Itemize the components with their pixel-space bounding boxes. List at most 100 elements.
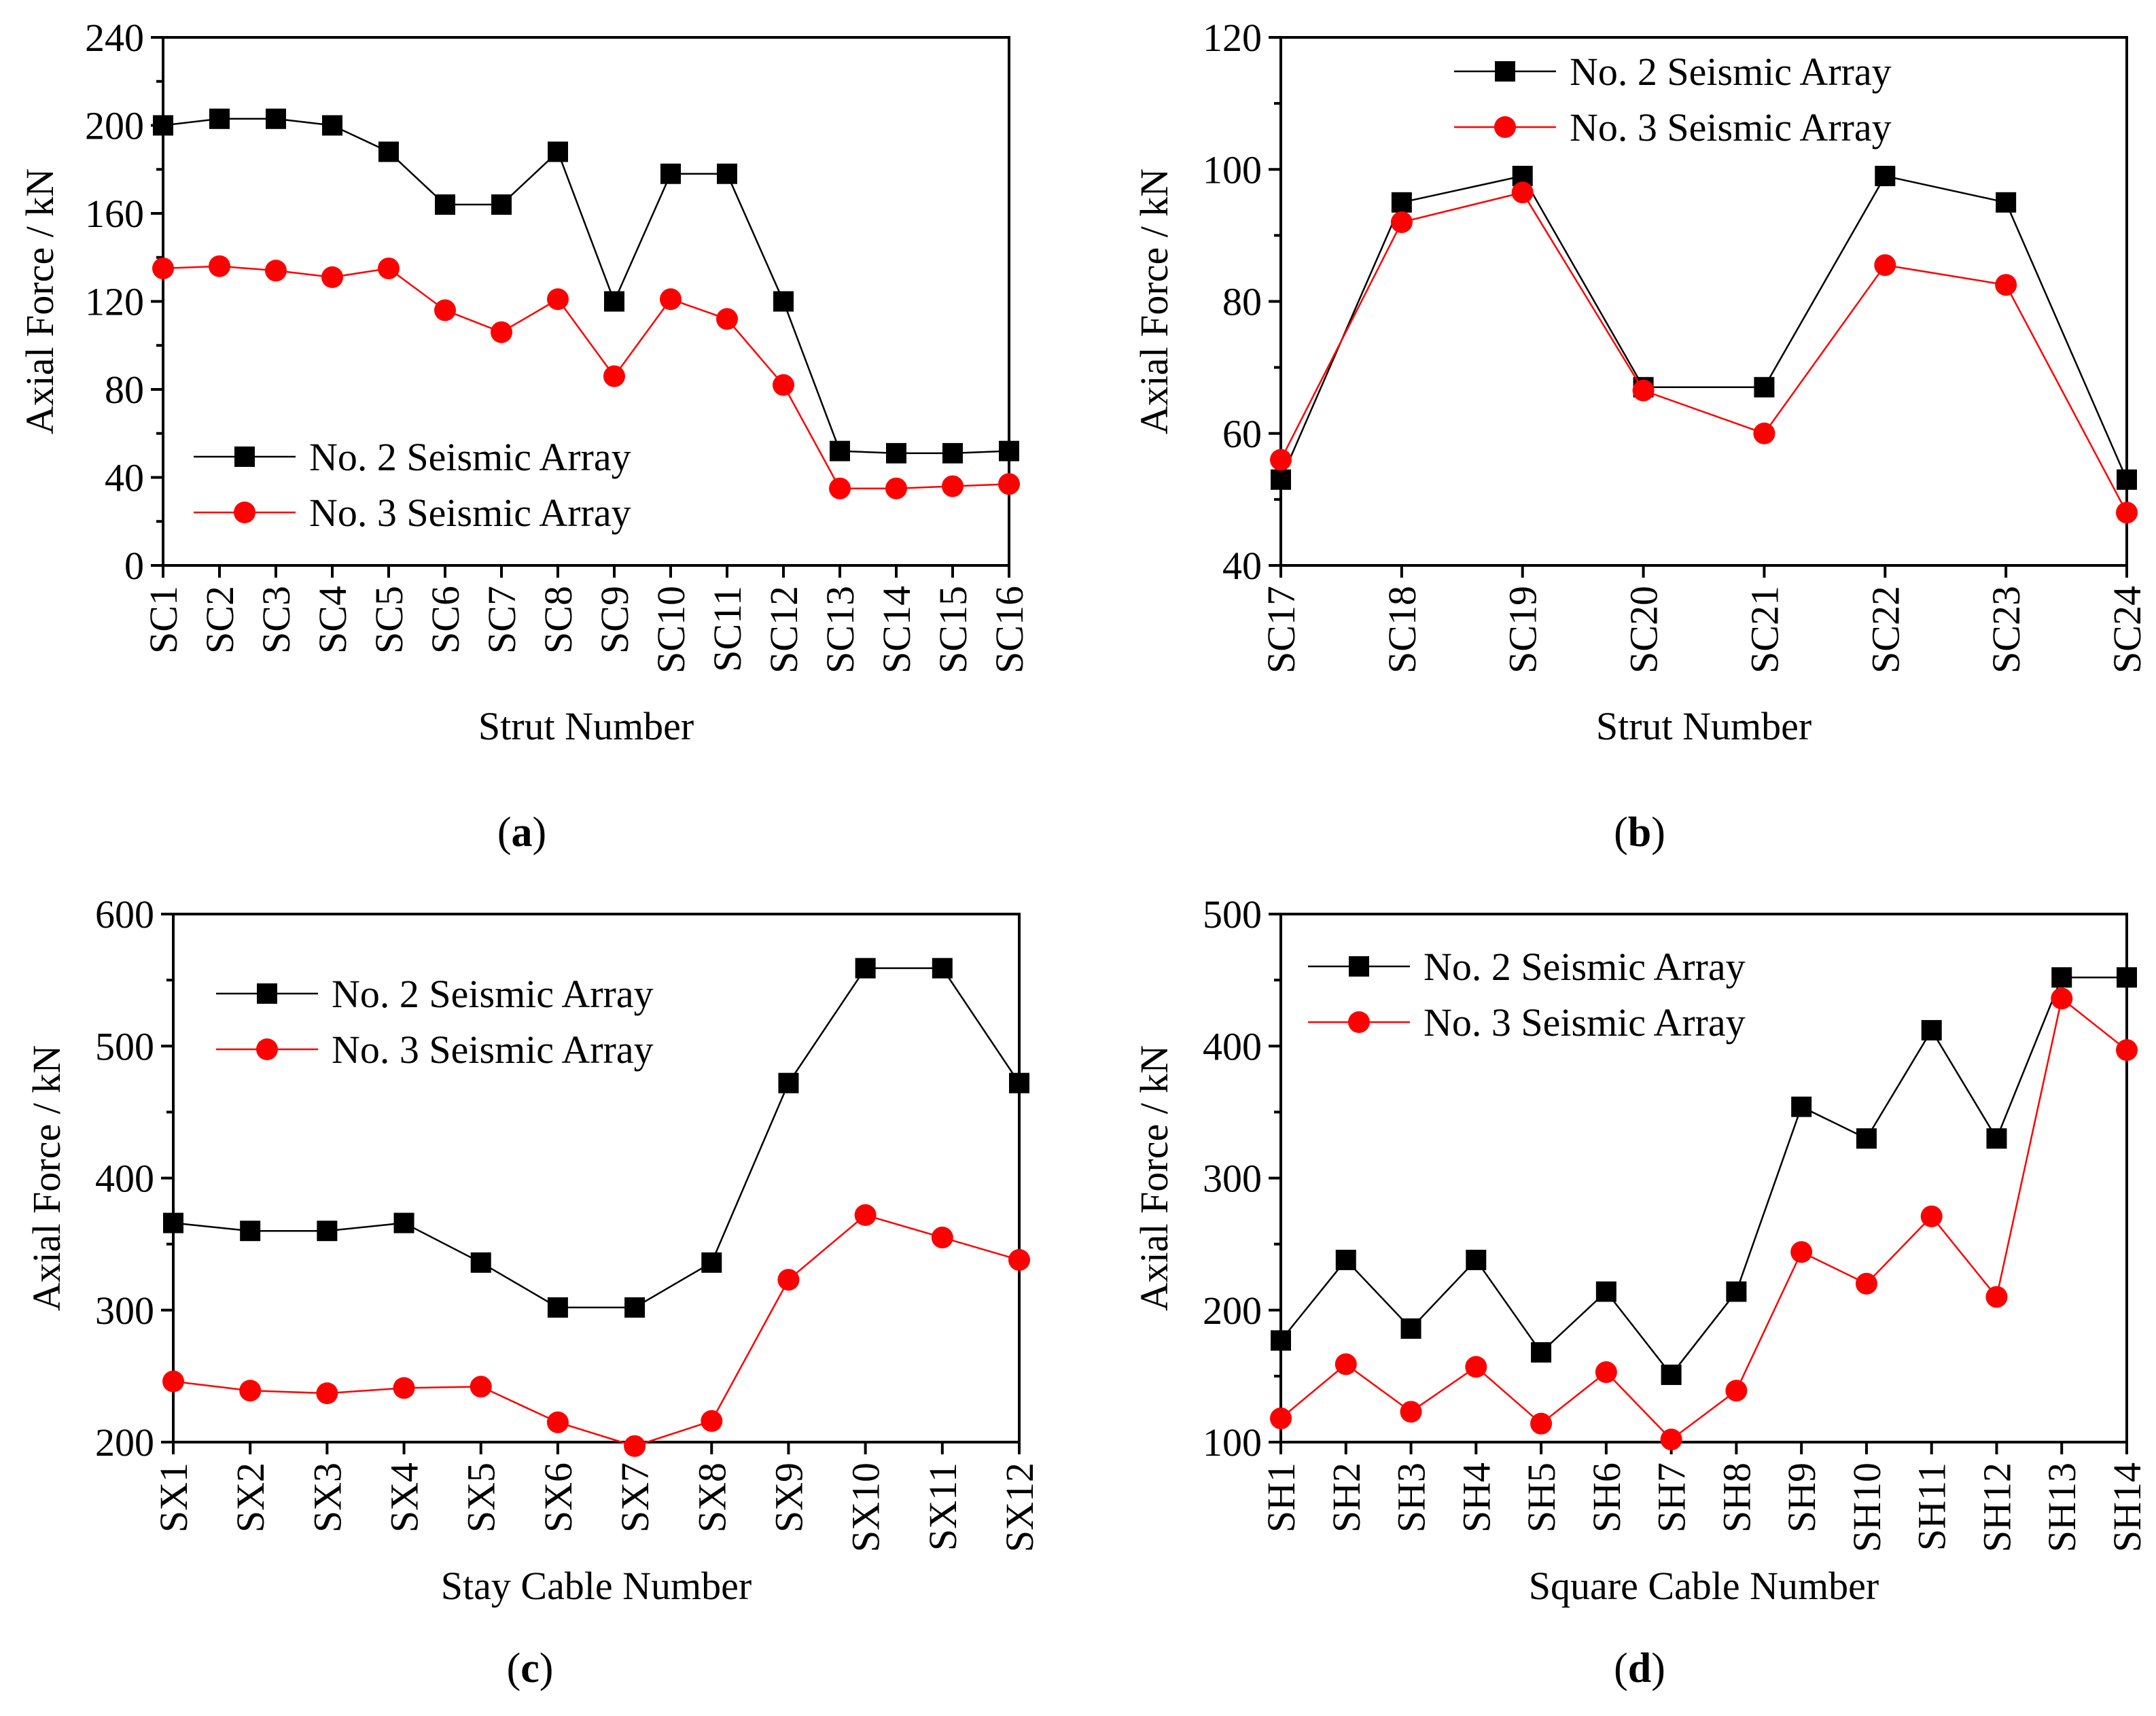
- data-point: [603, 365, 625, 387]
- x-tick-label: SC1: [141, 586, 185, 654]
- x-tick-label: SC6: [423, 586, 467, 654]
- data-point: [886, 442, 906, 463]
- chart-panel-a: 0 40 80 120 160 200 240 SC1 SC2 SC3 SC4 SC5 SC6 SC7 SC…: [18, 16, 1031, 856]
- series-line: [162, 265, 1010, 489]
- data-point: [777, 1269, 800, 1291]
- legend-entry: No. 2 Seismic Array: [1308, 945, 1746, 989]
- y-axis-title: Axial Force / kN: [24, 1045, 69, 1311]
- legend-marker: [256, 1038, 278, 1060]
- data-point: [854, 1204, 877, 1226]
- data-point: [1996, 192, 2017, 213]
- legend-label: No. 3 Seismic Array: [309, 491, 631, 535]
- x-tick-label: SH12: [1975, 1463, 2019, 1552]
- data-point: [546, 1411, 569, 1433]
- x-axis-title: Stay Cable Number: [441, 1564, 752, 1608]
- x-tick-label: SH8: [1714, 1463, 1759, 1533]
- data-point: [2117, 967, 2137, 988]
- x-tick-label: SH9: [1780, 1463, 1824, 1533]
- x-tick-label: SX2: [228, 1463, 272, 1533]
- data-point: [1270, 1407, 1292, 1430]
- series-no2-seismic-array: [1271, 967, 2137, 1385]
- data-point: [855, 958, 876, 979]
- data-point: [1985, 1286, 2008, 1308]
- x-tick-label: SC14: [874, 586, 919, 673]
- y-tick-label: 500: [95, 1024, 154, 1068]
- data-point: [942, 475, 964, 497]
- x-tick-label: SC3: [254, 586, 298, 654]
- y-tick-label: 200: [85, 104, 144, 148]
- panel-label-paren: (: [497, 809, 512, 856]
- data-point: [2051, 967, 2072, 988]
- legend-marker: [1348, 1011, 1370, 1033]
- x-tick-label: SC18: [1380, 586, 1424, 673]
- data-point: [152, 257, 174, 279]
- panel-label: (b): [1614, 809, 1665, 856]
- legend-label: No. 3 Seismic Array: [1424, 1000, 1746, 1045]
- x-tick-label: SH1: [1259, 1463, 1303, 1533]
- x-tick-label: SH6: [1585, 1463, 1629, 1533]
- y-tick-label: 120: [85, 280, 144, 324]
- legend-entry: No. 2 Seismic Array: [216, 972, 654, 1016]
- x-tick-label: SX12: [997, 1463, 1042, 1552]
- y-tick-label: 100: [1203, 147, 1262, 192]
- data-point: [316, 1382, 338, 1405]
- y-tick-label: 200: [95, 1420, 154, 1465]
- x-tick-label: SC11: [705, 586, 749, 672]
- data-point: [1530, 1412, 1553, 1435]
- y-tick-label: 40: [1222, 544, 1262, 588]
- x-tick-label: SH5: [1519, 1463, 1563, 1533]
- x-tick-label: SC16: [987, 586, 1031, 673]
- data-point: [547, 1297, 568, 1318]
- data-point: [393, 1212, 414, 1233]
- data-point: [1753, 422, 1775, 444]
- y-axis-title: Axial Force / kN: [1132, 1045, 1176, 1311]
- panel-label: (d): [1614, 1645, 1665, 1692]
- y-tick-label: 400: [1203, 1024, 1262, 1068]
- legend-marker: [1349, 956, 1369, 977]
- x-tick-label: SX8: [690, 1463, 734, 1533]
- data-point: [1511, 181, 1534, 204]
- x-tick-label: SH4: [1454, 1463, 1498, 1533]
- data-point: [604, 291, 624, 312]
- legend-entry: No. 3 Seismic Array: [1454, 105, 1892, 150]
- panel-label-letter: a: [512, 809, 533, 856]
- data-point: [322, 115, 342, 136]
- y-tick-label: 80: [1222, 280, 1262, 324]
- legend-marker: [1495, 61, 1515, 82]
- x-tick-label: SX3: [305, 1463, 349, 1533]
- x-tick-label: SC4: [311, 586, 355, 654]
- data-point: [434, 299, 456, 321]
- data-point: [435, 194, 455, 215]
- y-tick-label: 300: [95, 1289, 154, 1333]
- legend-entry: No. 3 Seismic Array: [216, 1028, 654, 1072]
- data-point: [321, 266, 343, 288]
- legend-entry: No. 2 Seismic Array: [194, 435, 631, 479]
- series-line: [1280, 997, 2127, 1441]
- data-point: [999, 440, 1019, 461]
- legend-label: No. 2 Seismic Array: [1424, 945, 1746, 989]
- data-point: [1791, 1096, 1812, 1117]
- data-point: [660, 288, 682, 311]
- data-point: [624, 1435, 646, 1457]
- y-tick-label: 80: [105, 368, 144, 412]
- chart-panel-c: 200 300 400 500 600 SX1 SX2 SX3 SX4 SX5 SX6 SX7 SX8 S…: [24, 892, 1042, 1692]
- y-tick-label: 600: [95, 892, 154, 936]
- data-point: [1009, 1072, 1029, 1093]
- x-tick-label: SC9: [593, 586, 637, 654]
- data-point: [660, 163, 681, 184]
- data-point: [1726, 1281, 1747, 1302]
- data-point: [829, 477, 851, 500]
- data-point: [547, 288, 569, 311]
- legend-entry: No. 2 Seismic Array: [1454, 50, 1892, 94]
- data-point: [830, 440, 850, 461]
- data-point: [1660, 1429, 1682, 1451]
- data-point: [548, 141, 568, 162]
- data-point: [1400, 1401, 1422, 1423]
- series-no3-seismic-array: [152, 255, 1020, 500]
- x-tick-label: SX1: [152, 1463, 196, 1533]
- x-axis-title: Square Cable Number: [1529, 1564, 1879, 1608]
- data-point: [491, 321, 512, 343]
- legend-label: No. 3 Seismic Array: [332, 1028, 654, 1072]
- data-point: [1465, 1356, 1487, 1378]
- data-point: [773, 374, 794, 396]
